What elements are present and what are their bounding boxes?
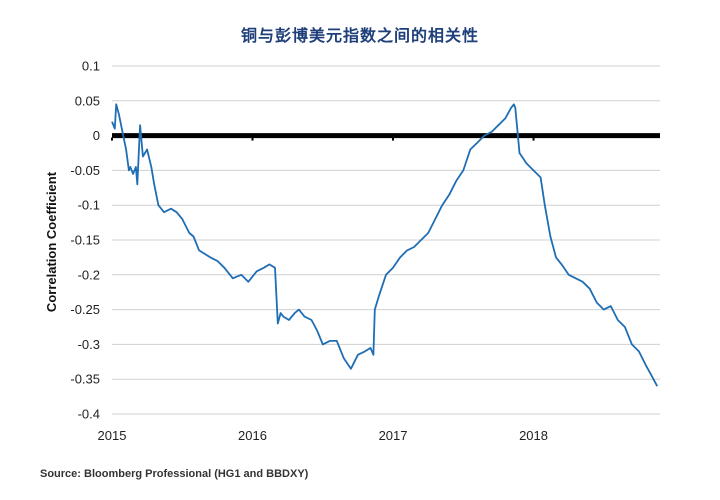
grid-lines [111, 65, 660, 415]
y-tick-label: 0.1 [82, 59, 100, 74]
chart-title: 铜与彭博美元指数之间的相关性 [240, 26, 479, 45]
x-tick-label: 2015 [98, 428, 127, 443]
y-tick-label: -0.15 [70, 233, 100, 248]
y-tick-label: -0.35 [70, 372, 100, 387]
source-note: Source: Bloomberg Professional (HG1 and … [40, 468, 309, 480]
x-tick-label: 2017 [379, 428, 408, 443]
y-tick-label: -0.25 [70, 302, 100, 317]
y-axis-ticks: 0.1 0.05 0 -0.05 -0.1 -0.15 -0.2 -0.25 -0.3 -0.35… [70, 59, 100, 422]
x-axis-ticks: 2015 2016 2017 2018 [98, 428, 548, 443]
y-tick-label: 0.05 [75, 93, 100, 108]
y-tick-label: -0.3 [78, 337, 100, 352]
plot-area [111, 103, 660, 387]
y-tick-label: -0.05 [70, 163, 100, 178]
y-tick-label: 0 [93, 128, 100, 143]
x-tick-label: 2016 [238, 428, 267, 443]
y-axis-label: Correlation Coefficient [44, 171, 59, 312]
series-line [111, 103, 658, 387]
y-tick-label: -0.2 [78, 267, 100, 282]
y-tick-label: -0.1 [78, 198, 100, 213]
y-tick-label: -0.4 [78, 407, 100, 422]
x-tick-label: 2018 [519, 428, 548, 443]
